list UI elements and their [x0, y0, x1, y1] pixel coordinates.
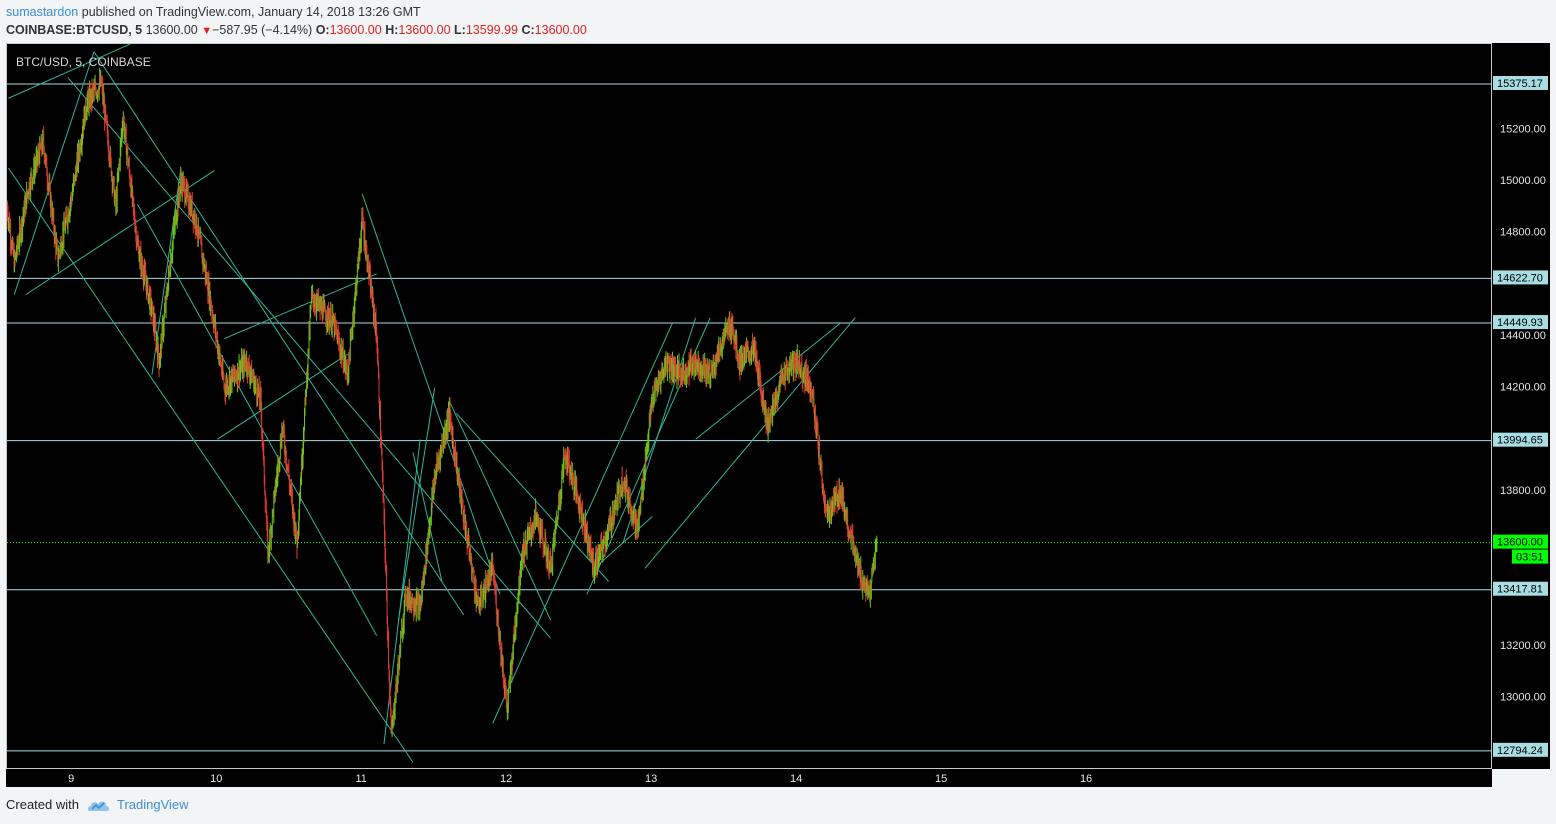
trendline-15: [456, 413, 610, 582]
x-tick-label-4: 13: [645, 773, 657, 785]
countdown-label: 03:51: [1516, 552, 1544, 564]
trendline-13: [412, 452, 443, 582]
trendline-20: [695, 322, 841, 440]
trendline-1: [8, 167, 414, 763]
high-value: 13600.00: [398, 23, 451, 37]
open-value: 13600.00: [329, 23, 382, 37]
chart-title: BTC/USD, 5, COINBASE: [16, 55, 151, 69]
level-tag-4: [1493, 581, 1548, 596]
last-price-text: 13600.00: [145, 23, 198, 37]
y-tick-label-5: 13800.00: [1500, 485, 1546, 497]
trendline-9: [224, 273, 377, 339]
time-axis[interactable]: 9 10 11 12 13 14 15 16: [6, 769, 1492, 787]
level-tag-label-0: 15375.17: [1497, 78, 1543, 90]
high-label: H:: [385, 23, 399, 37]
symbol-label: COINBASE:BTCUSD, 5: [6, 23, 143, 37]
level-tag-label-4: 13417.81: [1497, 584, 1543, 596]
y-tick-label-0: 15200.00: [1500, 123, 1546, 135]
author-link[interactable]: sumastardon: [6, 5, 79, 19]
last-price-tag-label: 13600.00: [1497, 537, 1543, 549]
price-axis-canvas: 15200.00 15000.00 14800.00 14400.00 14200.00…: [1493, 76, 1548, 757]
countdown-tag: [1512, 549, 1548, 564]
trendline-21: [593, 516, 653, 569]
change-text: −587.95 (−4.14%): [212, 23, 313, 37]
trendline-8: [216, 353, 348, 440]
chart-canvas: BTC/USD, 5, COINBASE: [7, 44, 1491, 763]
x-tick-label-1: 10: [210, 773, 222, 785]
level-tag-label-3: 13994.65: [1497, 435, 1543, 447]
x-tick-label-3: 12: [500, 773, 512, 785]
level-tag-label-5: 12794.24: [1497, 745, 1543, 757]
created-with-text: Created with: [6, 797, 79, 812]
level-tag-3: [1493, 432, 1548, 447]
brand-name: TradingView: [116, 797, 189, 812]
trendline-10: [361, 193, 501, 595]
y-tick-label-1: 15000.00: [1500, 175, 1546, 187]
trendline-7: [137, 203, 378, 636]
tradingview-cloud-icon: [87, 801, 110, 811]
low-value: 13599.99: [465, 23, 518, 37]
chart-header: sumastardon published on TradingView.com…: [6, 3, 587, 40]
last-price-tag: [1493, 534, 1548, 549]
publish-info: published on TradingView.com, January 14…: [81, 5, 421, 19]
trendline-0: [8, 44, 131, 99]
level-tag-2: [1493, 315, 1548, 330]
level-tag-label-2: 14449.93: [1497, 317, 1543, 329]
level-tag-5: [1493, 742, 1548, 757]
trendline-14: [448, 400, 552, 621]
close-value: 13600.00: [534, 23, 587, 37]
x-tick-label-2: 11: [355, 773, 366, 785]
chart-plot-area[interactable]: BTC/USD, 5, COINBASE: [6, 43, 1492, 769]
x-tick-label-5: 14: [790, 773, 802, 785]
price-axis[interactable]: 15200.00 15000.00 14800.00 14400.00 14200.00…: [1492, 43, 1550, 769]
publish-line: sumastardon published on TradingView.com…: [6, 3, 587, 21]
footer: Created with TradingView: [6, 797, 189, 812]
y-tick-label-7: 13000.00: [1500, 692, 1546, 704]
trendline-5: [93, 51, 465, 616]
tradingview-link[interactable]: TradingView: [87, 797, 189, 812]
y-tick-label-6: 13200.00: [1500, 640, 1546, 652]
level-tag-1: [1493, 270, 1548, 285]
close-label: C:: [521, 23, 535, 37]
down-triangle-icon: ▼: [201, 25, 213, 37]
y-tick-label-4: 14200.00: [1500, 382, 1546, 394]
time-axis-canvas: 9 10 11 12 13 14 15 16: [68, 773, 1092, 785]
open-label: O:: [315, 23, 330, 37]
level-tag-0: [1493, 76, 1548, 91]
trendline-19: [644, 317, 856, 569]
y-tick-label-2: 14800.00: [1500, 227, 1546, 239]
level-tag-label-1: 14622.70: [1497, 272, 1543, 284]
ohlc-line: COINBASE:BTCUSD, 5 13600.00 ▼−587.95 (−4…: [6, 21, 587, 40]
trendline-18: [622, 317, 697, 543]
x-tick-label-0: 9: [68, 773, 74, 785]
x-tick-label-6: 15: [935, 773, 947, 785]
x-tick-label-7: 16: [1080, 773, 1092, 785]
low-label: L:: [454, 23, 466, 37]
y-tick-label-3: 14400.00: [1500, 330, 1546, 342]
trendline-12: [397, 387, 436, 621]
